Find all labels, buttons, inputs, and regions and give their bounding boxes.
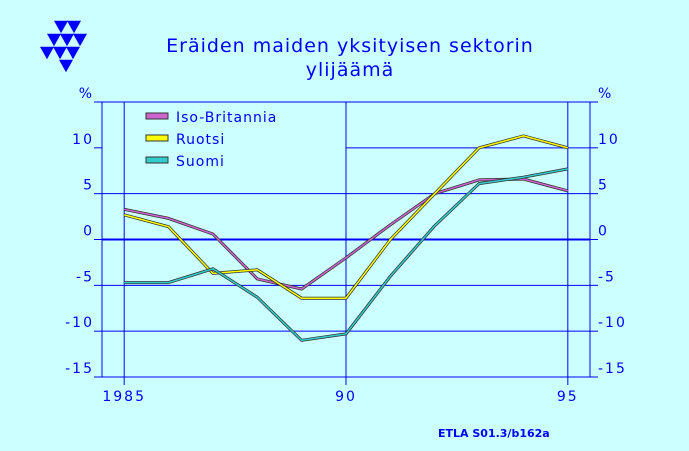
left-y-tick-label: 10 [72,132,94,148]
right-y-tick-label: -5 [598,269,616,285]
series-line-0 [124,178,568,290]
right-y-tick-label: 5 [598,178,609,194]
logo-triangle-8 [59,59,73,73]
grid-lines [102,102,590,377]
legend-swatch-0 [145,112,169,120]
x-tick-label: 95 [557,389,579,405]
logo-triangle-4 [73,33,87,47]
logo-triangle-5 [40,46,54,60]
legend-swatch-1 [145,134,169,142]
axes: -15 -15 -10 -10 -5 -5 0 0 5 5 10 10% % 1985 90 95 [65,86,627,405]
logo-triangle-7 [66,46,80,60]
series-line-1 [124,135,568,299]
logo-triangle-6 [53,46,67,60]
chart-title-line-2: ylijäämä [305,59,395,81]
chart-title-line-1: Eräiden maiden yksityisen sektorin [166,35,534,57]
legend-label-2: Suomi [176,154,225,170]
series-line-2 [124,168,568,342]
right-y-tick-label: % [598,86,613,102]
right-y-tick-label: 10 [598,132,620,148]
logo-triangle-3 [60,33,74,47]
left-y-tick-label: -5 [76,269,94,285]
x-tick-label: 1985 [102,389,146,405]
left-y-tick-label: 0 [83,224,94,240]
logo-triangle-1 [67,20,81,34]
left-y-tick-label: 5 [83,178,94,194]
right-y-tick-label: 0 [598,224,609,240]
logo-triangle-2 [47,33,61,47]
left-y-tick-label: -10 [65,315,94,331]
x-tick-label: 90 [335,389,357,405]
etla-triangles-logo [40,20,87,73]
right-y-tick-label: -15 [598,361,627,377]
series-lines [123,134,569,342]
logo-triangle-0 [54,20,68,34]
left-y-tick-label: % [79,86,94,102]
legend-label-1: Ruotsi [176,132,225,148]
legend: Iso-Britannia Ruotsi Suomi [145,110,277,170]
source-note: ETLA S01.3/b162a [438,427,550,440]
legend-label-0: Iso-Britannia [176,110,277,126]
right-y-tick-label: -10 [598,315,627,331]
legend-swatch-2 [145,156,169,164]
left-y-tick-label: -15 [65,361,94,377]
